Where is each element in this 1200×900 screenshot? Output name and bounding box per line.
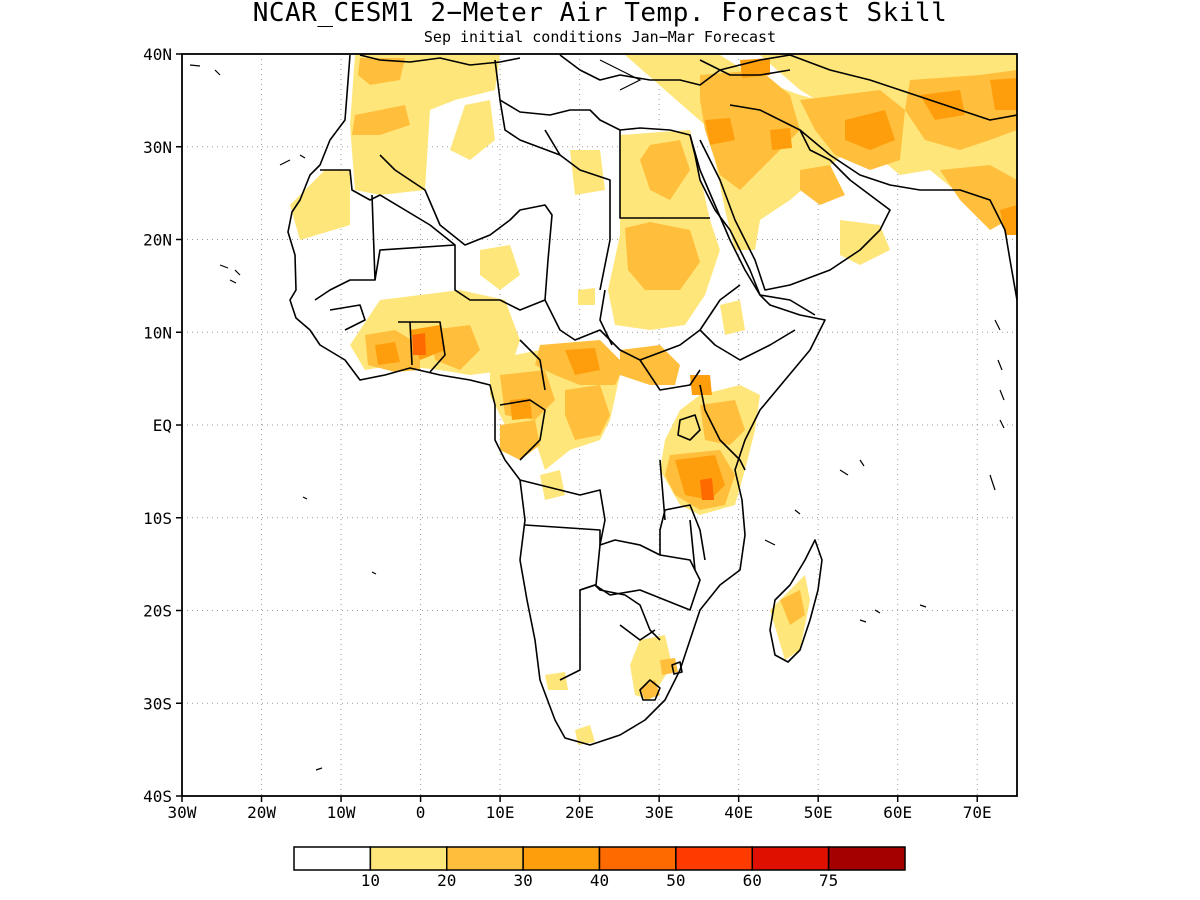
colorbar-label: 20: [437, 871, 456, 890]
x-tick-label: 50E: [804, 803, 833, 822]
y-tick-label: 40N: [143, 45, 172, 64]
colorbar-swatch: [751, 846, 830, 871]
x-tick-label: 10E: [486, 803, 515, 822]
y-tick-label: 40S: [143, 787, 172, 806]
y-tick-label: 20S: [143, 602, 172, 621]
colorbar-label: 60: [743, 871, 762, 890]
x-tick-label: 20W: [247, 803, 276, 822]
colorbar-swatch: [369, 846, 448, 871]
europe-coastline: [359, 54, 791, 86]
x-tick-label: 20E: [565, 803, 594, 822]
map-subtitle: Sep initial conditions Jan−Mar Forecast: [423, 28, 777, 46]
colorbar-swatch: [598, 846, 677, 871]
colorbar-label: 50: [666, 871, 685, 890]
colorbar-label: 75: [819, 871, 838, 890]
colorbar: 10 20 30 40 50 60 75: [293, 846, 906, 890]
y-tick-label: EQ: [153, 416, 172, 435]
y-tick-label: 30S: [143, 694, 172, 713]
africa-coastline: [287, 54, 826, 746]
colorbar-swatch: [522, 846, 601, 871]
x-tick-label: 40E: [724, 803, 753, 822]
x-tick-label: 30W: [168, 803, 197, 822]
colorbar-swatch: [293, 846, 372, 871]
y-tick-label: 10N: [143, 323, 172, 342]
y-tick-label: 10S: [143, 509, 172, 528]
coastlines-and-borders: [287, 54, 1017, 746]
y-axis: 40N 30N 20N 10N EQ 10S 20S 30S 40S: [143, 45, 182, 806]
colorbar-label: 30: [513, 871, 532, 890]
colorbar-label: 10: [361, 871, 380, 890]
x-tick-label: 30E: [645, 803, 674, 822]
x-tick-label: 70E: [963, 803, 992, 822]
islands: [189, 59, 1005, 771]
skill-shading: [290, 55, 1017, 745]
colorbar-swatch: [827, 846, 906, 871]
arabia-coastline: [699, 104, 891, 291]
colorbar-swatch: [675, 846, 753, 871]
y-tick-label: 20N: [143, 231, 172, 250]
y-tick-label: 30N: [143, 138, 172, 157]
x-axis: 30W 20W 10W 0 10E 20E 30E 40E 50E 60E 70E: [168, 796, 992, 822]
x-tick-label: 10W: [327, 803, 356, 822]
madagascar-coastline: [769, 539, 823, 663]
x-tick-label: 60E: [883, 803, 912, 822]
map-title: NCAR_CESM1 2−Meter Air Temp. Forecast Sk…: [252, 0, 948, 28]
skill-level-40-50: [412, 333, 714, 500]
x-tick-label: 0: [416, 803, 426, 822]
colorbar-swatch: [446, 846, 524, 871]
colorbar-label: 40: [590, 871, 609, 890]
